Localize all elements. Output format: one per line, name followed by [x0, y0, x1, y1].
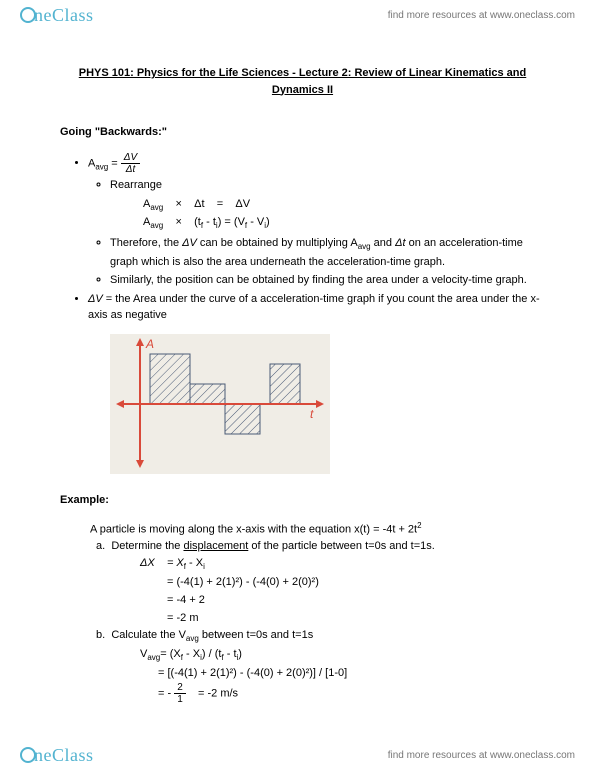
example-block: A particle is moving along the x-axis wi… — [60, 520, 545, 706]
dv2t: = the Area under the curve of a accelera… — [88, 293, 540, 322]
a1i: i — [203, 563, 205, 572]
eip: A particle is moving along the x-axis wi… — [90, 523, 417, 535]
a-calc-1: ΔX = Xf - Xi — [60, 555, 545, 574]
b1m3: - t — [224, 648, 237, 660]
similarly-item: Similarly, the position can be obtained … — [110, 272, 545, 289]
ts: avg — [358, 243, 371, 252]
page-footer: neClass find more resources at www.onecl… — [0, 740, 595, 770]
l2s: avg — [150, 222, 163, 231]
document-body: PHYS 101: Physics for the Life Sciences … — [60, 65, 545, 705]
b1s: avg — [147, 653, 160, 662]
b-fraction: 2 1 — [174, 682, 186, 705]
dv-area-item: ΔV = the Area under the curve of a accel… — [88, 291, 545, 324]
example-b: b. Calculate the Vavg between t=0s and t… — [60, 627, 545, 646]
b-calc-3: = - 2 1 = -2 m/s — [60, 682, 545, 705]
aavg-sub: avg — [95, 163, 108, 172]
resources-link-footer[interactable]: find more resources at www.oneclass.com — [388, 750, 575, 761]
backwards-list: Aavg = ΔV Δt Rearrange Aavg × Δt = ΔV Aa… — [60, 152, 545, 324]
ta: and — [371, 237, 395, 249]
b-calc-2: = [(-4(1) + 2(1)²) - (-4(0) + 2(0)²)] / … — [60, 665, 545, 683]
tdv: ΔV — [182, 237, 197, 249]
atu: displacement — [183, 540, 248, 552]
a-calc-4: = -2 m — [60, 610, 545, 628]
therefore-item: Therefore, the ΔV can be obtained by mul… — [110, 235, 545, 270]
brand-logo-footer: neClass — [20, 745, 94, 766]
btpo: between t=0s and t=1s — [199, 629, 313, 641]
tp: Therefore, the — [110, 237, 182, 249]
b1en: ) — [238, 648, 242, 660]
accel-time-graph: At — [110, 334, 330, 474]
l2m: - t — [203, 216, 216, 228]
b1e: = (X — [160, 648, 180, 660]
atp: Determine the — [111, 540, 183, 552]
rearrange-line2: Aavg × (tf - ti) = (Vf - Vi) — [88, 214, 545, 233]
eq-sign: = — [108, 157, 121, 169]
resources-link[interactable]: find more resources at www.oneclass.com — [388, 10, 575, 21]
brand-name: neClass — [34, 5, 94, 25]
atpo: of the particle between t=0s and t=1s. — [248, 540, 435, 552]
fraction-dv-dt: ΔV Δt — [121, 152, 140, 175]
l1s: avg — [150, 203, 163, 212]
dv2: ΔV — [88, 293, 103, 305]
frac-num: ΔV — [121, 152, 140, 164]
l2e: ) = (V — [218, 216, 245, 228]
l1r: × Δt = ΔV — [163, 198, 250, 210]
brand-logo: neClass — [20, 5, 94, 26]
example-a: a. Determine the displacement of the par… — [60, 538, 545, 555]
bts: avg — [186, 634, 199, 643]
tdt: Δt — [395, 237, 405, 249]
b-calc-1: Vavg= (Xf - Xi) / (tf - ti) — [60, 646, 545, 665]
btp: Calculate the V — [111, 629, 186, 641]
b1m: - X — [183, 648, 200, 660]
bl: b. — [96, 629, 105, 641]
l2c: ) — [266, 216, 270, 228]
b3n: 2 — [174, 682, 186, 694]
brand-name-footer: neClass — [34, 745, 94, 765]
a1p: ΔX = X — [140, 557, 184, 569]
b3d: 1 — [174, 694, 186, 705]
l2m2: - V — [247, 216, 264, 228]
b1m2: ) / (t — [202, 648, 222, 660]
graph-svg: At — [110, 334, 330, 474]
svg-text:t: t — [310, 407, 314, 421]
al: a. — [96, 540, 105, 552]
eis: 2 — [417, 521, 421, 530]
a-calc-3: = -4 + 2 — [60, 592, 545, 610]
b3p: = - — [158, 688, 174, 700]
page-title: PHYS 101: Physics for the Life Sciences … — [60, 65, 545, 98]
formula-item: Aavg = ΔV Δt Rearrange Aavg × Δt = ΔV Aa… — [88, 152, 545, 289]
a1m: - X — [186, 557, 203, 569]
page-header: neClass find more resources at www.onecl… — [0, 0, 595, 30]
frac-den: Δt — [121, 164, 140, 175]
b3po: = -2 m/s — [189, 688, 238, 700]
rearrange-item: Rearrange — [110, 177, 545, 194]
tm: can be obtained by multiplying A — [197, 237, 358, 249]
rearrange-line1: Aavg × Δt = ΔV — [88, 196, 545, 215]
l2r: × (t — [163, 216, 201, 228]
section-heading-backwards: Going "Backwards:" — [60, 126, 545, 138]
example-intro: A particle is moving along the x-axis wi… — [60, 520, 545, 539]
a-calc-2: = (-4(1) + 2(1)²) - (-4(0) + 2(0)²) — [60, 574, 545, 592]
section-heading-example: Example: — [60, 494, 545, 506]
svg-text:A: A — [145, 337, 154, 351]
